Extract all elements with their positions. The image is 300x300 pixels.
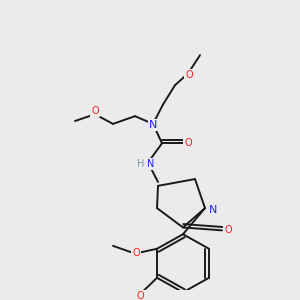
Text: O: O [184,138,192,148]
Text: O: O [132,248,140,258]
Text: O: O [224,225,232,236]
Text: N: N [149,120,157,130]
Text: O: O [185,70,193,80]
Text: H: H [137,159,145,169]
Text: O: O [91,106,99,116]
Text: O: O [136,291,144,300]
Text: N: N [209,205,217,215]
Text: N: N [147,159,155,169]
